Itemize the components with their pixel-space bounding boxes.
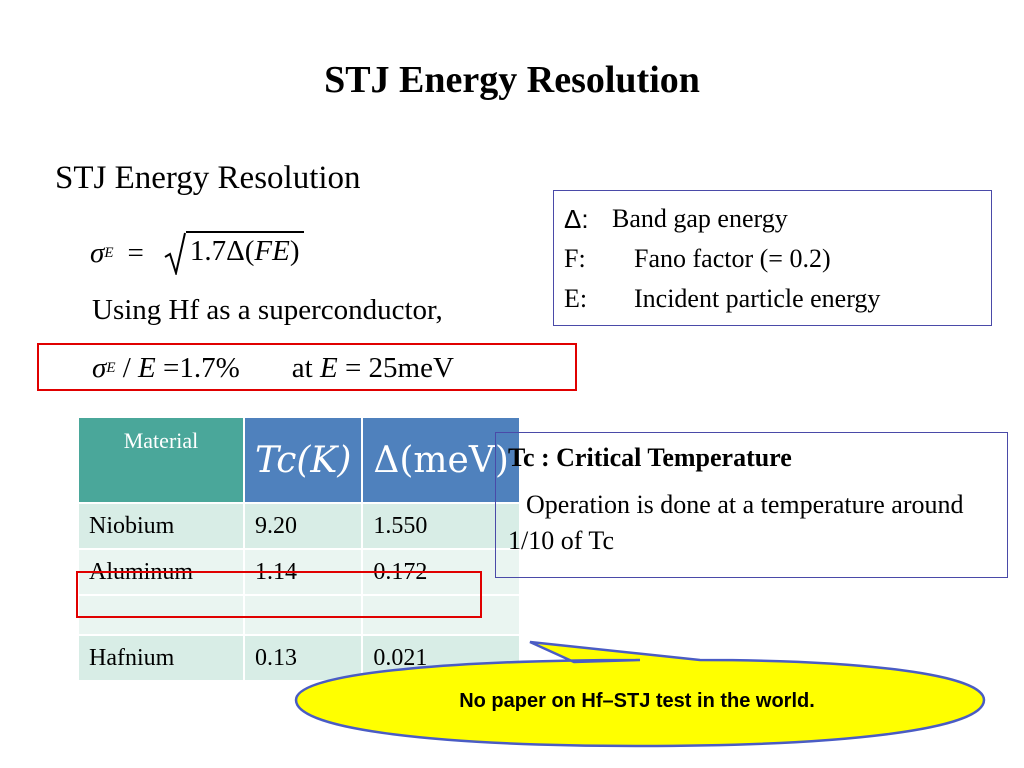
energy-symbol: E — [138, 351, 156, 384]
header-delta-label: Δ(meV) — [373, 439, 509, 481]
square-root: 1.7Δ(FE) — [164, 231, 304, 275]
energy-value: = 25meV — [337, 351, 454, 384]
tc-note-body: Operation is done at a temperature aroun… — [508, 490, 964, 555]
legend-symbol: Δ: — [564, 204, 589, 234]
legend-row-delta: Δ: Band gap energy — [564, 199, 981, 239]
table-cell — [77, 594, 245, 636]
table-row — [77, 594, 521, 636]
radicand: 1.7Δ(FE) — [185, 231, 304, 275]
highlight-box-hf-row — [76, 571, 482, 618]
table-cell: Niobium — [77, 502, 245, 550]
ratio-value: =1.7% — [155, 351, 240, 384]
radicand-coefficient: 1.7Δ( — [189, 235, 255, 267]
header-tc-label: Tc(K) — [255, 439, 352, 481]
header-material: Material — [77, 416, 245, 504]
table-cell — [361, 594, 521, 636]
hf-sentence: Using Hf as a superconductor, — [92, 294, 443, 326]
sigma-subscript-2: E — [106, 359, 116, 376]
table-cell — [242, 594, 364, 636]
table-cell: 9.20 — [242, 502, 364, 550]
tc-note-box: Tc : Critical Temperature Operation is d… — [495, 432, 1008, 578]
radicand-fe: FE — [254, 235, 290, 267]
table-cell: 0.13 — [242, 634, 364, 682]
legend-symbol: F: — [564, 244, 586, 273]
radicand-close: ) — [289, 235, 300, 267]
callout-text: No paper on Hf–STJ test in the world. — [459, 690, 815, 712]
speech-bubble-callout — [294, 640, 986, 748]
legend-row-f: F: Fano factor (= 0.2) — [564, 239, 981, 279]
table-row: Niobium 9.20 1.550 — [77, 502, 521, 550]
energy-symbol-2: E — [319, 351, 338, 384]
sigma-symbol-2: σ — [92, 351, 107, 384]
header-tc: Tc(K) — [242, 416, 364, 504]
section-heading: STJ Energy Resolution — [55, 160, 361, 196]
slide-title: STJ Energy Resolution — [324, 59, 700, 101]
slash: / — [115, 351, 139, 384]
sigma-symbol: σ — [90, 236, 105, 269]
sigma-subscript: E — [104, 244, 114, 261]
legend-description: Incident particle energy — [634, 284, 881, 313]
legend-description: Band gap energy — [612, 204, 788, 233]
table-cell: Hafnium — [77, 634, 245, 682]
legend-row-e: E: Incident particle energy — [564, 279, 981, 319]
symbol-legend: Δ: Band gap energy F: Fano factor (= 0.2… — [553, 190, 992, 326]
equals-sign: = — [127, 236, 144, 269]
header-delta: Δ(meV) — [361, 416, 521, 504]
highlight-box-result — [37, 343, 577, 391]
table-cell: 1.550 — [361, 502, 521, 550]
radical-sign-icon — [164, 232, 186, 275]
legend-symbol: E: — [564, 284, 588, 313]
table-header-row: Material Tc(K) Δ(meV) — [77, 416, 521, 504]
at-word: at — [291, 351, 320, 384]
legend-description: Fano factor (= 0.2) — [634, 244, 831, 273]
tc-note-heading: Tc : Critical Temperature — [508, 443, 792, 472]
